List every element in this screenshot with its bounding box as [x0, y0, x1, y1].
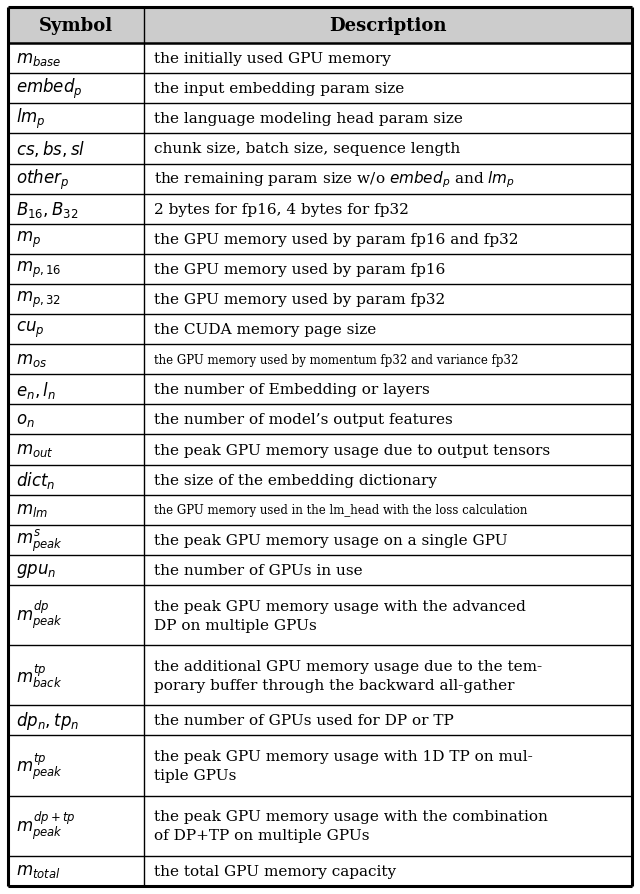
Text: $embed_{p}$: $embed_{p}$ — [16, 77, 83, 101]
Text: $m_{p,16}$: $m_{p,16}$ — [16, 259, 61, 280]
Text: the GPU memory used by param fp16: the GPU memory used by param fp16 — [154, 263, 445, 276]
Text: the peak GPU memory usage with the combination
of DP+TP on multiple GPUs: the peak GPU memory usage with the combi… — [154, 809, 548, 842]
Text: the number of Embedding or layers: the number of Embedding or layers — [154, 383, 430, 397]
Text: $B_{16}, B_{32}$: $B_{16}, B_{32}$ — [16, 199, 78, 219]
Text: the GPU memory used by param fp16 and fp32: the GPU memory used by param fp16 and fp… — [154, 232, 518, 247]
Text: the GPU memory used in the lm_head with the loss calculation: the GPU memory used in the lm_head with … — [154, 503, 527, 517]
Text: the peak GPU memory usage on a single GPU: the peak GPU memory usage on a single GP… — [154, 533, 508, 547]
Text: $m_{back}^{tp}$: $m_{back}^{tp}$ — [16, 662, 62, 689]
Text: the total GPU memory capacity: the total GPU memory capacity — [154, 864, 396, 878]
Text: $m_{peak}^{s}$: $m_{peak}^{s}$ — [16, 527, 63, 553]
Text: Symbol: Symbol — [39, 17, 113, 35]
Text: the input embedding param size: the input embedding param size — [154, 82, 404, 97]
Text: $m_{p,32}$: $m_{p,32}$ — [16, 290, 61, 309]
Text: $gpu_{n}$: $gpu_{n}$ — [16, 561, 56, 579]
Text: $o_{n}$: $o_{n}$ — [16, 411, 35, 428]
Text: $cs, bs, sl$: $cs, bs, sl$ — [16, 139, 85, 159]
Text: $m_{total}$: $m_{total}$ — [16, 863, 61, 880]
Text: the peak GPU memory usage with the advanced
DP on multiple GPUs: the peak GPU memory usage with the advan… — [154, 599, 526, 632]
Text: the number of model’s output features: the number of model’s output features — [154, 413, 452, 427]
Text: Description: Description — [329, 17, 447, 35]
Text: $m_{peak}^{dp+tp}$: $m_{peak}^{dp+tp}$ — [16, 810, 76, 842]
Text: the additional GPU memory usage due to the tem-
porary buffer through the backwa: the additional GPU memory usage due to t… — [154, 659, 542, 692]
Text: $m_{peak}^{tp}$: $m_{peak}^{tp}$ — [16, 750, 63, 781]
Text: $m_{os}$: $m_{os}$ — [16, 351, 47, 368]
Text: $lm_{p}$: $lm_{p}$ — [16, 107, 45, 131]
Text: chunk size, batch size, sequence length: chunk size, batch size, sequence length — [154, 142, 460, 156]
Text: $dp_{n}, tp_{n}$: $dp_{n}, tp_{n}$ — [16, 710, 79, 731]
Text: 2 bytes for fp16, 4 bytes for fp32: 2 bytes for fp16, 4 bytes for fp32 — [154, 202, 409, 216]
Text: $m_{out}$: $m_{out}$ — [16, 442, 54, 459]
Bar — [8, 8, 632, 44]
Text: the peak GPU memory usage with 1D TP on mul-
tiple GPUs: the peak GPU memory usage with 1D TP on … — [154, 749, 532, 782]
Text: the GPU memory used by param fp32: the GPU memory used by param fp32 — [154, 292, 445, 307]
Text: the peak GPU memory usage due to output tensors: the peak GPU memory usage due to output … — [154, 443, 550, 457]
Text: the remaining param size w/o $embed_{p}$ and $lm_{p}$: the remaining param size w/o $embed_{p}$… — [154, 169, 515, 190]
Text: the language modeling head param size: the language modeling head param size — [154, 113, 463, 126]
Text: the number of GPUs used for DP or TP: the number of GPUs used for DP or TP — [154, 713, 454, 728]
Text: the number of GPUs in use: the number of GPUs in use — [154, 563, 363, 578]
Text: $other_{p}$: $other_{p}$ — [16, 167, 69, 191]
Text: $cu_{p}$: $cu_{p}$ — [16, 320, 45, 340]
Text: the initially used GPU memory: the initially used GPU memory — [154, 52, 391, 66]
Text: $m_{lm}$: $m_{lm}$ — [16, 502, 48, 519]
Text: the GPU memory used by momentum fp32 and variance fp32: the GPU memory used by momentum fp32 and… — [154, 353, 518, 367]
Text: the CUDA memory page size: the CUDA memory page size — [154, 323, 376, 337]
Text: $m_{base}$: $m_{base}$ — [16, 51, 61, 68]
Text: the size of the embedding dictionary: the size of the embedding dictionary — [154, 473, 437, 487]
Text: $dict_{n}$: $dict_{n}$ — [16, 469, 56, 491]
Text: $m_{p}$: $m_{p}$ — [16, 230, 41, 249]
Text: $e_{n}, l_{n}$: $e_{n}, l_{n}$ — [16, 379, 56, 401]
Text: $m_{peak}^{dp}$: $m_{peak}^{dp}$ — [16, 599, 63, 631]
